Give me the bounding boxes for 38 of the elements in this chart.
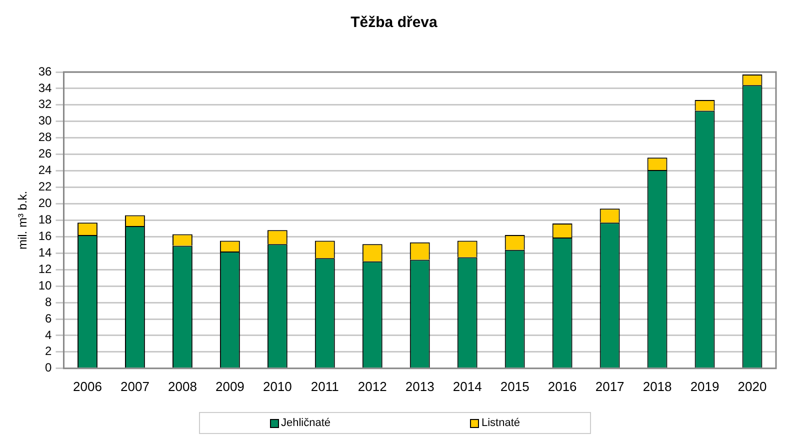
x-tick-label: 2010 — [262, 378, 292, 394]
y-tick-label: 12 — [38, 262, 52, 276]
y-tick-label: 26 — [38, 146, 52, 161]
chart-title: Těžba dřeva — [350, 14, 438, 32]
y-tick-label: 32 — [38, 97, 52, 112]
x-tick-label: 2018 — [642, 378, 672, 394]
x-tick-label: 2013 — [405, 378, 434, 394]
y-tick-label: 30 — [38, 114, 52, 128]
y-tick-label: 16 — [38, 228, 52, 243]
legend-label: Listnaté — [481, 417, 520, 429]
x-tick-label: 2006 — [73, 378, 102, 394]
legend-label: Jehličnaté — [280, 417, 331, 429]
x-tick-label: 2014 — [452, 378, 482, 394]
y-tick-label: 14 — [38, 245, 52, 260]
x-tick-label: 2009 — [215, 378, 244, 394]
y-tick-label: 4 — [45, 328, 52, 342]
x-tick-label: 2011 — [310, 378, 339, 394]
y-tick-label: 36 — [38, 64, 52, 78]
y-tick-label: 34 — [38, 80, 52, 95]
x-tick-label: 2015 — [500, 378, 530, 394]
y-tick-label: 2 — [45, 344, 52, 358]
x-tick-label: 2007 — [120, 378, 150, 394]
y-tick-label: 20 — [38, 196, 52, 210]
y-tick-label: 22 — [38, 180, 52, 194]
y-tick-label: 0 — [45, 360, 52, 375]
y-tick-label: 18 — [38, 212, 52, 227]
y-tick-label: 6 — [45, 311, 52, 326]
y-tick-label: 28 — [38, 130, 52, 144]
y-axis-title: mil. m³ b.k. — [16, 190, 30, 250]
x-tick-label: 2012 — [358, 378, 387, 394]
x-tick-label: 2020 — [738, 378, 767, 394]
y-tick-label: 8 — [45, 294, 52, 309]
x-tick-label: 2017 — [595, 378, 624, 394]
x-tick-label: 2019 — [690, 378, 720, 394]
y-tick-label: 10 — [38, 278, 52, 292]
y-tick-label: 24 — [38, 163, 52, 178]
x-tick-label: 2008 — [168, 378, 197, 394]
x-tick-label: 2016 — [548, 378, 577, 394]
